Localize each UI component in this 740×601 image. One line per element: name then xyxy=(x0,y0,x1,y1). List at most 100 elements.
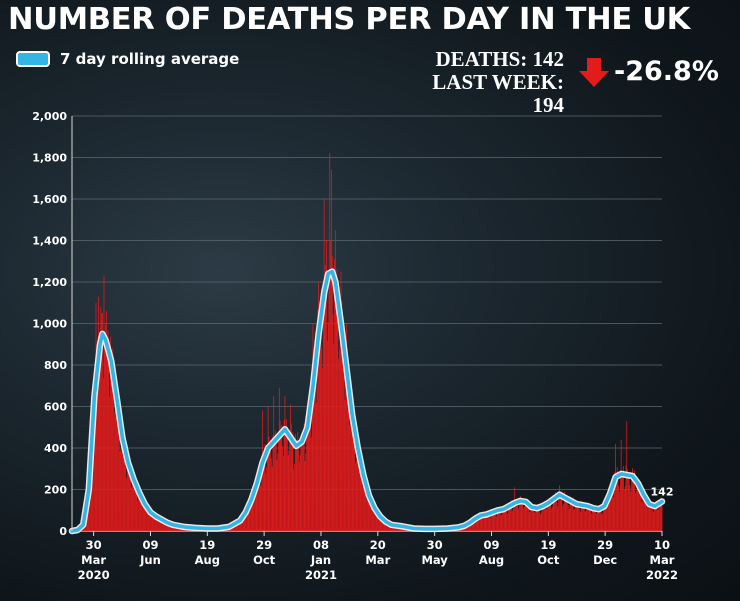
daily-bar xyxy=(310,437,312,531)
daily-bar xyxy=(481,514,483,531)
x-tick-month: Oct xyxy=(537,553,560,567)
daily-bar xyxy=(576,500,578,531)
daily-bar xyxy=(344,400,346,531)
daily-bar xyxy=(643,495,645,531)
daily-bar xyxy=(627,477,629,531)
daily-bar xyxy=(364,478,366,531)
daily-bar xyxy=(596,512,598,531)
daily-bar xyxy=(253,487,255,531)
daily-bar xyxy=(308,396,310,531)
daily-bar xyxy=(611,481,613,531)
daily-bar xyxy=(607,505,608,531)
daily-bar xyxy=(573,509,575,531)
daily-bar xyxy=(166,522,168,531)
y-tick-label: 1,200 xyxy=(32,276,67,289)
y-tick-label: 1,600 xyxy=(32,193,67,206)
daily-bar xyxy=(386,522,387,531)
daily-bar xyxy=(242,520,244,531)
daily-bar xyxy=(164,523,166,531)
daily-bar xyxy=(381,518,383,531)
daily-bar xyxy=(280,434,282,531)
daily-bar xyxy=(624,486,626,531)
daily-bar xyxy=(333,344,335,531)
daily-bar xyxy=(643,488,644,531)
daily-bar xyxy=(496,509,498,531)
x-tick-day: 10 xyxy=(654,538,670,552)
daily-bar xyxy=(609,489,611,531)
daily-bar xyxy=(306,414,307,531)
daily-bar xyxy=(598,507,600,531)
daily-bar xyxy=(646,507,648,531)
daily-bar xyxy=(279,420,281,531)
daily-bar xyxy=(539,504,540,531)
daily-bar xyxy=(607,502,609,531)
daily-bar xyxy=(168,523,170,531)
daily-bar xyxy=(365,478,367,531)
daily-bar xyxy=(581,500,583,531)
daily-bar xyxy=(492,510,494,531)
daily-bar xyxy=(384,520,386,531)
daily-bar xyxy=(105,324,106,531)
daily-bar xyxy=(653,503,655,531)
daily-bar xyxy=(368,495,370,531)
daily-bar xyxy=(138,487,140,531)
y-tick-label: 800 xyxy=(44,359,67,372)
daily-bar xyxy=(96,361,98,531)
daily-bar xyxy=(274,430,276,531)
daily-bar xyxy=(350,408,352,531)
y-tick-label: 200 xyxy=(44,484,67,497)
daily-bar xyxy=(480,515,482,531)
daily-bar xyxy=(582,504,584,531)
daily-bar xyxy=(317,309,319,531)
daily-bar xyxy=(329,153,331,531)
daily-bar xyxy=(313,382,315,531)
daily-bar xyxy=(110,336,111,531)
daily-bar xyxy=(579,508,580,531)
daily-bar xyxy=(508,502,510,531)
daily-bar xyxy=(367,498,368,531)
daily-bar xyxy=(162,519,163,531)
daily-bar xyxy=(621,475,623,531)
daily-bar xyxy=(515,499,516,531)
daily-bar xyxy=(389,525,391,531)
daily-bar xyxy=(106,311,107,531)
daily-bar xyxy=(140,493,142,531)
daily-bar xyxy=(306,427,308,531)
daily-bar xyxy=(511,500,512,531)
daily-bar xyxy=(528,508,530,531)
daily-bar xyxy=(476,517,478,531)
daily-bar xyxy=(546,507,548,531)
daily-bar xyxy=(100,306,102,531)
rolling-average-line xyxy=(68,268,666,535)
daily-bar xyxy=(490,516,492,531)
daily-bar xyxy=(340,271,342,531)
daily-bar xyxy=(547,502,548,531)
daily-bar xyxy=(655,504,656,531)
daily-bar xyxy=(510,503,512,531)
daily-bar xyxy=(342,337,343,531)
x-tick-month: Mar xyxy=(650,553,675,567)
daily-bar xyxy=(301,432,303,531)
daily-bar xyxy=(535,511,536,531)
daily-bar xyxy=(240,519,242,531)
daily-bar xyxy=(601,514,603,531)
daily-bar xyxy=(513,504,515,531)
daily-bar xyxy=(533,508,535,531)
daily-bar xyxy=(322,284,324,531)
daily-bar xyxy=(318,282,319,531)
daily-bar xyxy=(260,486,262,531)
daily-bar xyxy=(487,513,489,531)
daily-bar xyxy=(336,269,338,531)
daily-bar xyxy=(366,499,367,531)
daily-bar xyxy=(261,461,263,531)
daily-bar xyxy=(303,423,305,531)
daily-bar xyxy=(478,521,480,531)
daily-bar xyxy=(659,503,660,531)
daily-bar xyxy=(526,498,528,531)
daily-bar xyxy=(148,515,150,531)
daily-bar xyxy=(553,498,555,531)
daily-bar xyxy=(656,505,658,531)
x-tick-day: 08 xyxy=(313,538,329,552)
x-tick-month: May xyxy=(421,553,448,567)
daily-bar xyxy=(550,497,552,531)
